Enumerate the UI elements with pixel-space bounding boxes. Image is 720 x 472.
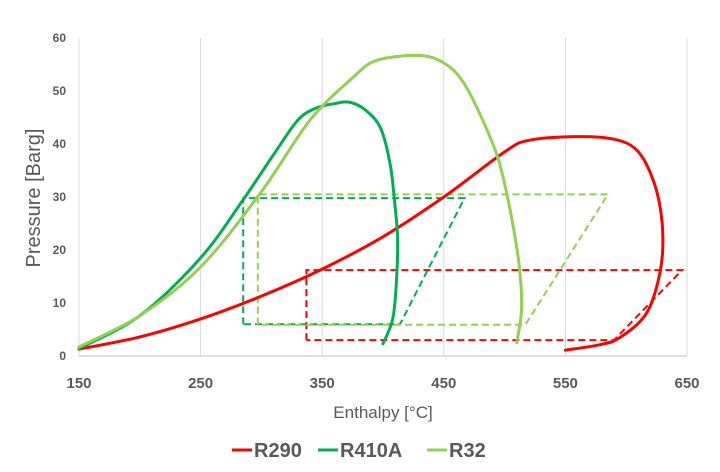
- y-tick-label: 40: [53, 137, 67, 151]
- x-axis-label: Enthalpy [°C]: [333, 403, 432, 422]
- x-tick-label: 550: [553, 375, 578, 392]
- cycle-line-r32: [256, 193, 610, 326]
- y-tick-label: 10: [53, 296, 67, 310]
- y-tick-label: 60: [53, 31, 67, 45]
- plot-area: [77, 53, 685, 352]
- x-tick-label: 450: [431, 375, 456, 392]
- x-axis-ticks: 150 250 350 450 550 650: [66, 375, 699, 392]
- cycle-line-r410a: [242, 197, 467, 326]
- y-tick-label: 20: [53, 243, 67, 257]
- legend-label-r290: R290: [254, 440, 302, 462]
- cycle-line-r290: [305, 269, 685, 342]
- legend-label-r410a: R410A: [340, 440, 402, 462]
- y-tick-label: 50: [53, 84, 67, 98]
- x-tick-label: 350: [310, 375, 335, 392]
- legend: R290 R410A R32: [232, 440, 486, 462]
- y-tick-label: 30: [53, 190, 67, 204]
- legend-label-r32: R32: [449, 440, 486, 462]
- grid: [78, 38, 688, 357]
- y-tick-label: 0: [59, 349, 66, 363]
- y-axis-ticks: 0 10 20 30 40 50 60: [53, 31, 67, 363]
- y-axis-label: Pressure [Barg]: [23, 129, 45, 268]
- saturation-dome-r32: [77, 53, 524, 349]
- x-tick-label: 150: [66, 375, 91, 392]
- saturation-dome-r290: [77, 135, 665, 352]
- saturation-dome-r410a: [77, 100, 400, 351]
- x-tick-label: 250: [188, 375, 213, 392]
- x-tick-label: 650: [674, 375, 699, 392]
